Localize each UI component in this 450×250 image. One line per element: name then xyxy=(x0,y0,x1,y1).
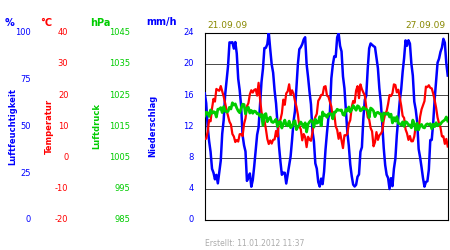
Text: 1045: 1045 xyxy=(109,28,130,37)
Text: Luftfeuchtigkeit: Luftfeuchtigkeit xyxy=(8,88,17,165)
Text: 50: 50 xyxy=(20,122,31,131)
Text: mm/h: mm/h xyxy=(146,18,177,28)
Text: 100: 100 xyxy=(15,28,31,37)
Text: %: % xyxy=(4,18,14,28)
Text: -20: -20 xyxy=(55,216,68,224)
Text: hPa: hPa xyxy=(90,18,110,28)
Text: 0: 0 xyxy=(63,153,68,162)
Text: 40: 40 xyxy=(58,28,68,37)
Text: °C: °C xyxy=(40,18,53,28)
Text: -10: -10 xyxy=(55,184,68,193)
Text: 75: 75 xyxy=(20,75,31,84)
Text: 30: 30 xyxy=(58,59,68,68)
Text: 24: 24 xyxy=(183,28,194,37)
Text: 20: 20 xyxy=(183,59,194,68)
Text: 12: 12 xyxy=(183,122,194,131)
Text: 0: 0 xyxy=(25,216,31,224)
Text: 0: 0 xyxy=(188,216,194,224)
Text: 4: 4 xyxy=(188,184,194,193)
Text: Luftdruck: Luftdruck xyxy=(92,103,101,149)
Text: 1035: 1035 xyxy=(109,59,130,68)
Text: 1005: 1005 xyxy=(109,153,130,162)
Text: 8: 8 xyxy=(188,153,194,162)
Text: 27.09.09: 27.09.09 xyxy=(405,21,446,30)
Text: 20: 20 xyxy=(58,90,68,100)
Text: 25: 25 xyxy=(20,168,31,177)
Text: 16: 16 xyxy=(183,90,194,100)
Text: Temperatur: Temperatur xyxy=(45,99,54,154)
Text: 10: 10 xyxy=(58,122,68,131)
Text: 1025: 1025 xyxy=(109,90,130,100)
Text: 995: 995 xyxy=(115,184,130,193)
Text: 1015: 1015 xyxy=(109,122,130,131)
Text: 21.09.09: 21.09.09 xyxy=(207,21,248,30)
Text: Niederschlag: Niederschlag xyxy=(148,95,157,158)
Text: Erstellt: 11.01.2012 11:37: Erstellt: 11.01.2012 11:37 xyxy=(205,238,304,248)
Text: 985: 985 xyxy=(115,216,130,224)
